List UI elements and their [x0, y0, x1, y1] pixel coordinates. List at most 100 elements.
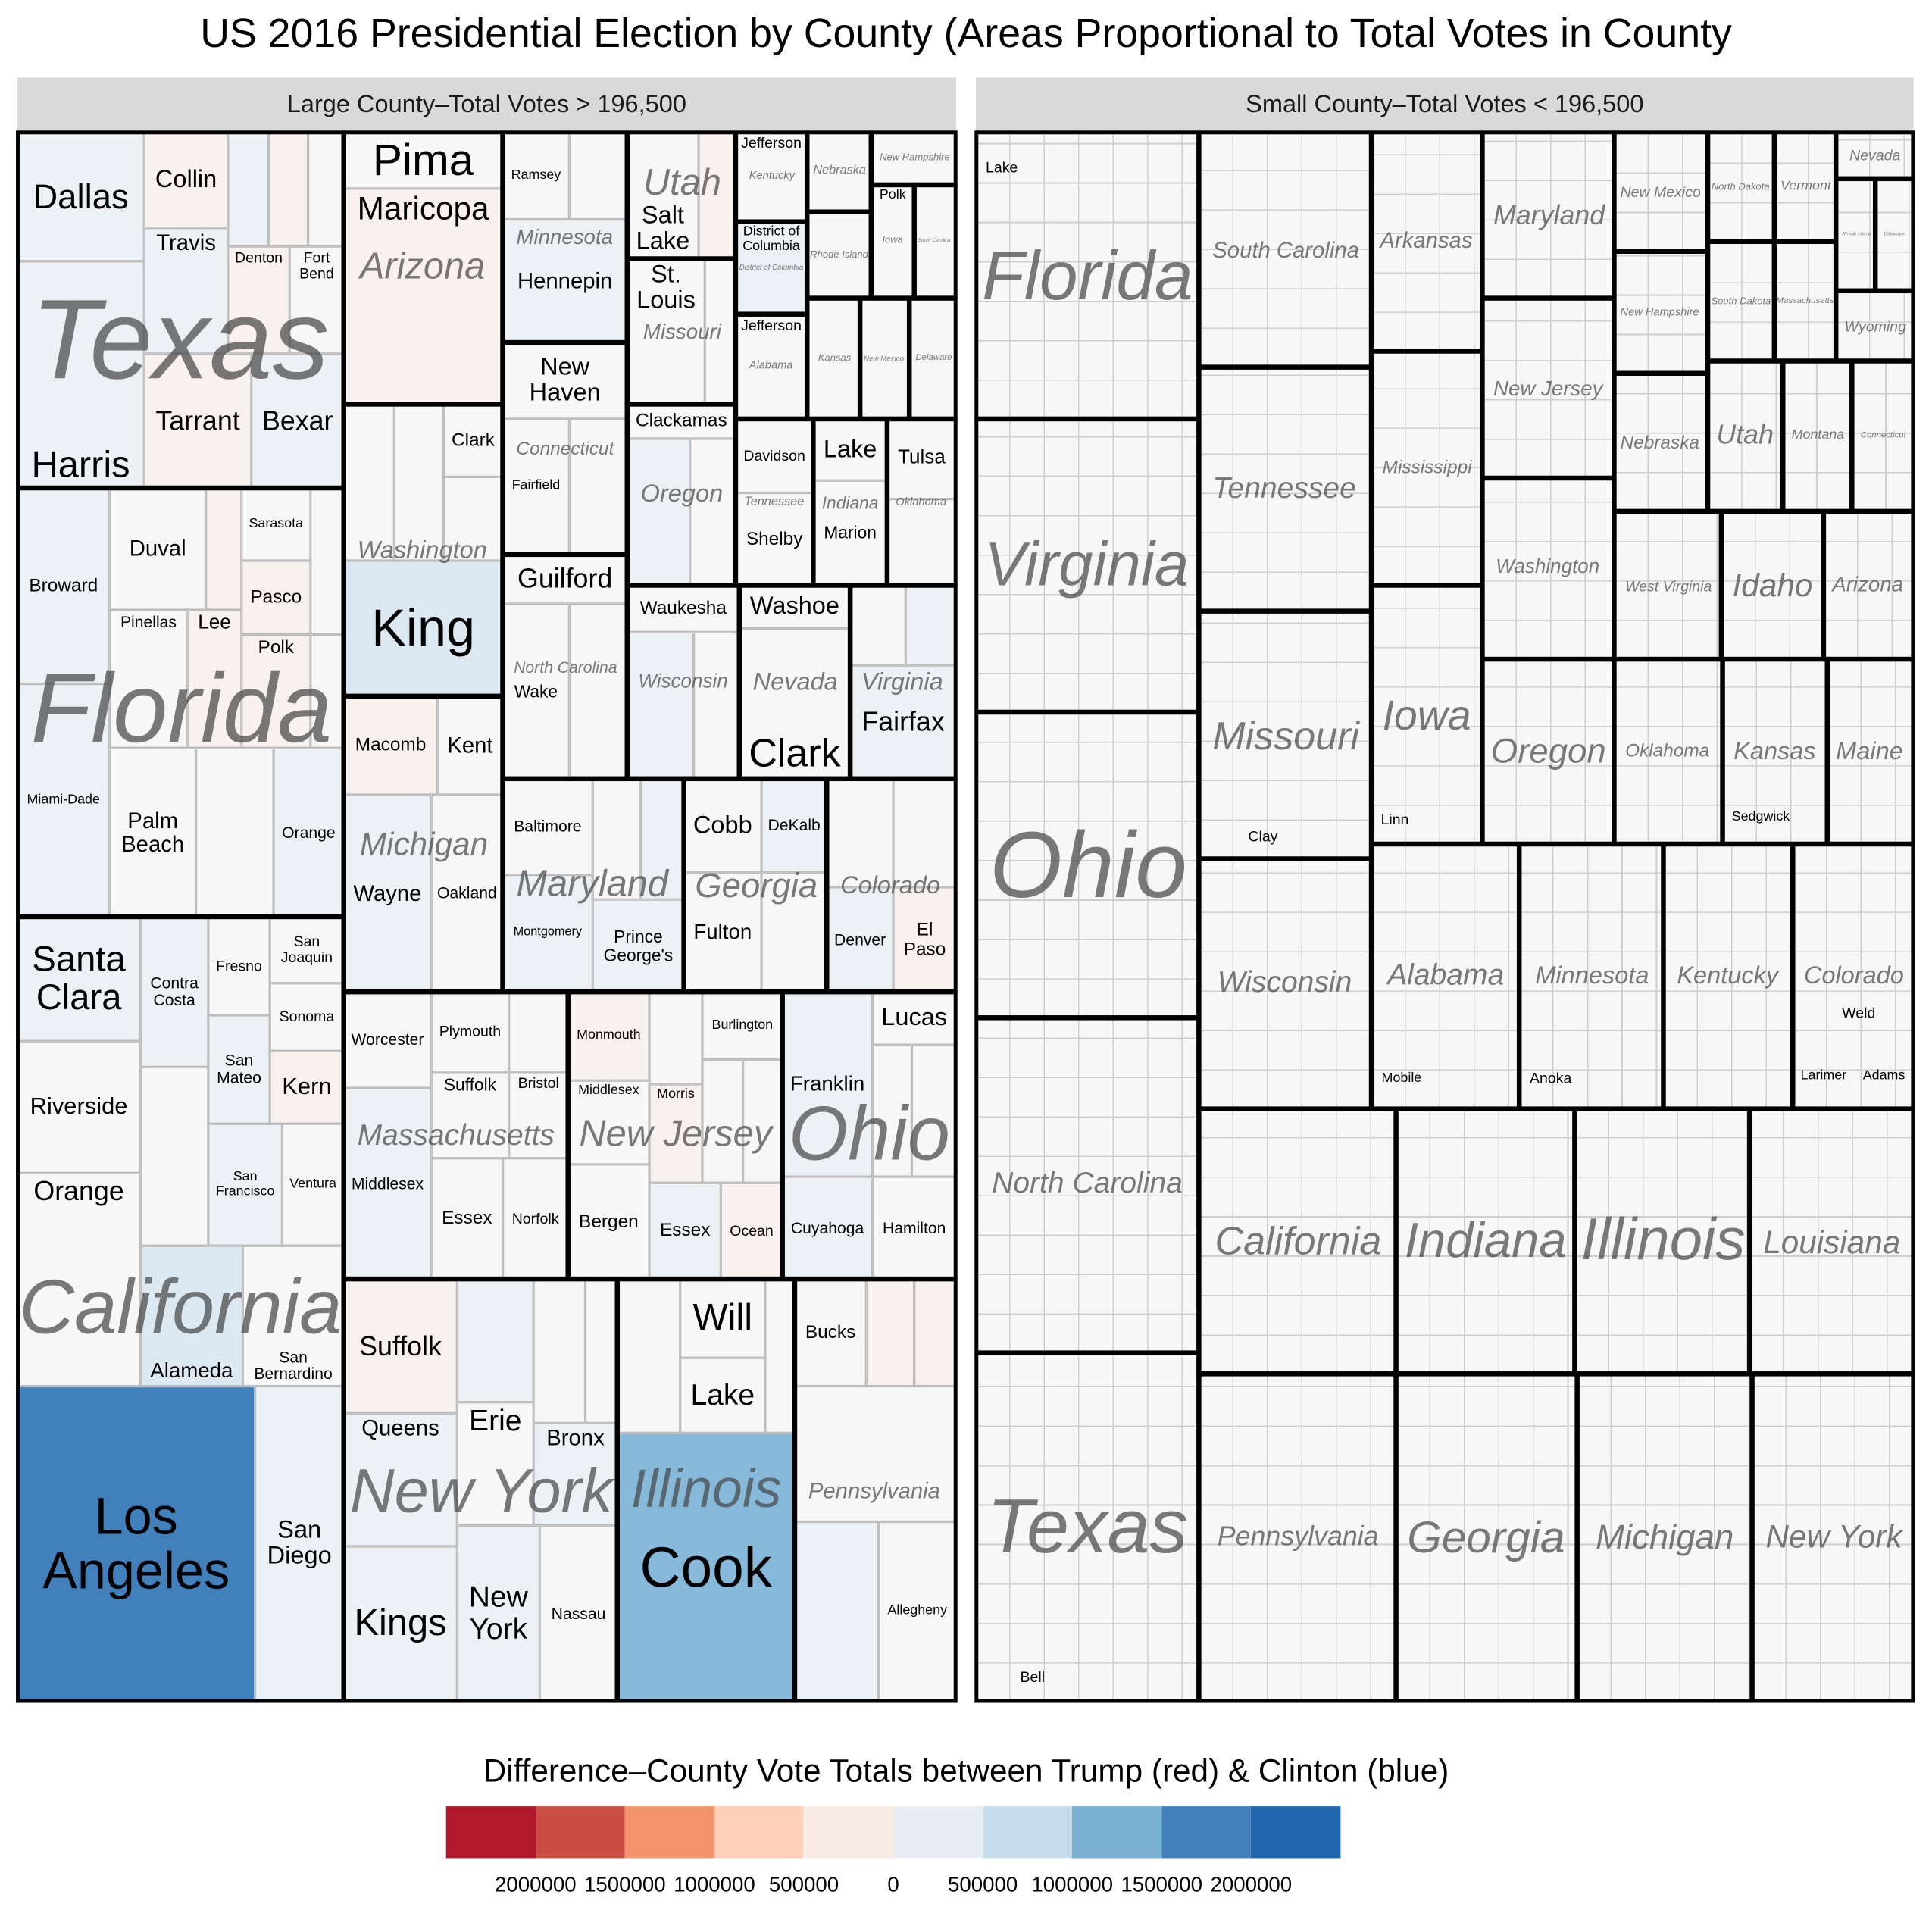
county-tile-ventura[interactable]: Ventura: [282, 1124, 344, 1246]
county-tile-anoka[interactable]: Anoka: [1524, 1066, 1577, 1091]
county-tile-alameda[interactable]: Alameda: [140, 1246, 243, 1386]
county-tile-guilford[interactable]: Guilford: [502, 554, 627, 604]
county-tile-essex[interactable]: Essex: [649, 1183, 721, 1280]
county-tile-adams[interactable]: Adams: [1857, 1064, 1912, 1089]
county-tile-wake[interactable]: Wake: [502, 603, 570, 779]
county-tile-duval[interactable]: Duval: [109, 488, 206, 611]
county-tile-prince-george-s[interactable]: Prince George's: [592, 899, 684, 993]
county-tile-plymouth[interactable]: Plymouth: [431, 992, 509, 1072]
county-tile-clay[interactable]: Clay: [1238, 823, 1287, 850]
county-tile-nassau[interactable]: Nassau: [539, 1525, 617, 1702]
county-tile-dekalb[interactable]: DeKalb: [761, 778, 827, 873]
county-tile-waukesha[interactable]: Waukesha: [627, 585, 739, 633]
county-tile-larimer[interactable]: Larimer: [1796, 1064, 1851, 1089]
county-tile-davidson[interactable]: Davidson: [735, 418, 814, 493]
county-tile-sonoma[interactable]: Sonoma: [270, 983, 344, 1052]
county-tile-linn[interactable]: Linn: [1373, 806, 1418, 833]
county-tile-jefferson[interactable]: Jefferson: [735, 314, 808, 419]
county-tile-middlesex[interactable]: Middlesex: [567, 1080, 650, 1165]
county-tile[interactable]: [394, 404, 444, 561]
county-tile[interactable]: [457, 1279, 534, 1402]
county-tile-district-of-columbia[interactable]: District of Columbia: [735, 221, 808, 314]
county-tile-mobile[interactable]: Mobile: [1374, 1067, 1429, 1092]
county-tile[interactable]: [569, 603, 627, 779]
county-tile-bexar[interactable]: Bexar: [251, 353, 344, 489]
county-tile-weld[interactable]: Weld: [1835, 1001, 1883, 1026]
county-tile-marion[interactable]: Marion: [813, 480, 887, 586]
county-tile-los-angeles[interactable]: Los Angeles: [17, 1386, 255, 1702]
county-tile[interactable]: [742, 1059, 783, 1183]
county-tile[interactable]: [794, 1386, 956, 1522]
state-block-rhode-island[interactable]: [805, 211, 873, 300]
county-tile[interactable]: [140, 1067, 208, 1246]
county-tile-pasco[interactable]: Pasco: [241, 560, 311, 635]
county-tile-salt-lake[interactable]: Salt Lake: [627, 132, 699, 259]
county-tile-new-york[interactable]: New York: [457, 1525, 540, 1702]
state-block-delaware[interactable]: [908, 296, 958, 420]
county-tile-norfolk[interactable]: Norfolk: [502, 1158, 568, 1280]
county-tile-san-joaquin[interactable]: San Joaquin: [270, 916, 344, 983]
county-tile-santa-clara[interactable]: Santa Clara: [17, 916, 141, 1042]
county-tile-broward[interactable]: Broward: [17, 488, 110, 684]
county-tile-bronx[interactable]: Bronx: [533, 1423, 617, 1526]
county-tile-hamilton[interactable]: Hamilton: [872, 1177, 956, 1280]
county-tile-macomb[interactable]: Macomb: [343, 696, 438, 795]
county-tile-baltimore[interactable]: Baltimore: [502, 778, 593, 875]
county-tile[interactable]: [699, 132, 736, 259]
county-tile-worcester[interactable]: Worcester: [343, 992, 432, 1089]
county-tile-oakland[interactable]: Oakland: [431, 794, 503, 993]
county-tile-sarasota[interactable]: Sarasota: [241, 488, 311, 561]
county-tile-allegheny[interactable]: Allegheny: [878, 1521, 956, 1702]
county-tile[interactable]: [268, 132, 308, 247]
county-tile[interactable]: [592, 778, 641, 900]
county-tile-burlington[interactable]: Burlington: [702, 992, 783, 1060]
county-tile[interactable]: [905, 585, 956, 666]
county-tile-cobb[interactable]: Cobb: [683, 778, 762, 873]
county-tile[interactable]: [343, 404, 395, 561]
county-tile-sedgwick[interactable]: Sedgwick: [1725, 806, 1796, 831]
county-tile-lake[interactable]: Lake: [680, 1358, 765, 1433]
county-tile-fulton[interactable]: Fulton: [683, 872, 762, 993]
county-tile-clackamas[interactable]: Clackamas: [627, 404, 736, 439]
county-tile[interactable]: [227, 132, 269, 247]
county-tile-cuyahoga[interactable]: Cuyahoga: [782, 1177, 873, 1280]
county-tile[interactable]: [911, 1045, 956, 1177]
county-tile-bell[interactable]: Bell: [1008, 1663, 1057, 1690]
county-tile-miami-dade[interactable]: Miami-Dade: [17, 683, 110, 917]
county-tile[interactable]: [850, 585, 906, 666]
county-tile[interactable]: [914, 1279, 956, 1386]
county-tile[interactable]: [761, 872, 827, 993]
county-tile-travis[interactable]: Travis: [144, 227, 228, 354]
county-tile[interactable]: [702, 1059, 743, 1183]
county-tile[interactable]: [866, 1279, 914, 1386]
county-tile-ocean[interactable]: Ocean: [721, 1183, 783, 1280]
county-tile-clark[interactable]: Clark: [443, 404, 503, 477]
county-tile-san-mateo[interactable]: San Mateo: [208, 1015, 270, 1124]
county-tile-lake[interactable]: Lake: [981, 154, 1023, 182]
county-tile-orange[interactable]: Orange: [274, 748, 344, 917]
county-tile-riverside[interactable]: Riverside: [17, 1041, 141, 1174]
county-tile-essex[interactable]: Essex: [431, 1158, 503, 1280]
county-tile[interactable]: [310, 488, 344, 635]
county-tile[interactable]: [585, 1279, 617, 1424]
county-tile-polk[interactable]: Polk: [241, 634, 311, 749]
county-tile[interactable]: [649, 992, 702, 1085]
county-tile[interactable]: [640, 778, 684, 900]
county-tile-clark[interactable]: Clark: [739, 628, 851, 779]
county-tile-king[interactable]: King: [343, 560, 503, 696]
county-tile-queens[interactable]: Queens: [343, 1413, 458, 1546]
state-block-south-carolina[interactable]: [913, 183, 958, 300]
county-tile[interactable]: [705, 258, 736, 405]
county-tile-fairfield[interactable]: Fairfield: [502, 418, 570, 555]
county-tile-monmouth[interactable]: Monmouth: [567, 992, 650, 1081]
county-tile-denton[interactable]: Denton: [227, 246, 290, 354]
county-tile[interactable]: [794, 1521, 879, 1702]
county-tile-contra-costa[interactable]: Contra Costa: [140, 916, 208, 1068]
county-tile-wayne[interactable]: Wayne: [343, 794, 432, 993]
county-tile-palm-beach[interactable]: Palm Beach: [109, 748, 196, 917]
county-tile-morris[interactable]: Morris: [649, 1084, 702, 1183]
county-tile-el-paso[interactable]: El Paso: [893, 886, 956, 993]
county-tile-kent[interactable]: Kent: [437, 696, 503, 795]
county-tile[interactable]: [872, 1045, 912, 1177]
county-tile[interactable]: [533, 1279, 586, 1424]
